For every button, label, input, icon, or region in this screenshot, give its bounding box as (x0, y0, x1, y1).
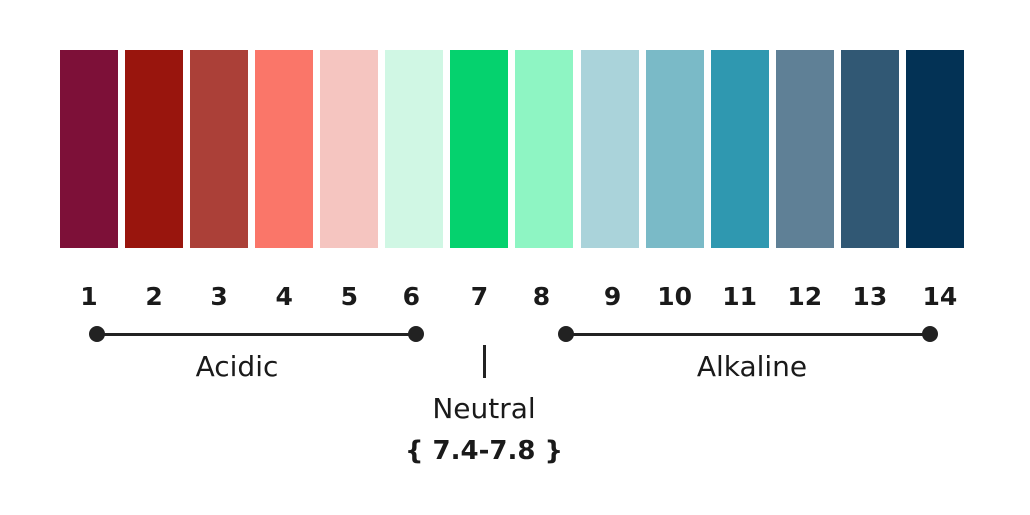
ph-number-1: 1 (80, 282, 98, 311)
ph-bar-12 (775, 50, 834, 248)
ph-bar-5 (320, 50, 379, 248)
ph-bar-8 (515, 50, 574, 248)
acidic-start-dot (89, 326, 105, 342)
ph-number-3: 3 (210, 282, 228, 311)
ph-number-13: 13 (852, 282, 888, 311)
ph-bar-3 (190, 50, 249, 248)
ph-number-10: 10 (657, 282, 693, 311)
acidic-label: Acidic (195, 350, 279, 383)
alkaline-end-dot (922, 326, 938, 342)
ph-bar-11 (710, 50, 769, 248)
alkaline-label: Alkaline (696, 350, 808, 383)
acidic-end-dot (408, 326, 424, 342)
neutral-tick (483, 345, 486, 378)
ph-number-5: 5 (340, 282, 358, 311)
ph-number-14: 14 (922, 282, 958, 311)
ph-bar-2 (125, 50, 184, 248)
ph-bar-7 (450, 50, 509, 248)
neutral-label: Neutral (432, 392, 536, 425)
ph-number-2: 2 (145, 282, 163, 311)
alkaline-range-line (566, 333, 930, 336)
ph-bar-14 (905, 50, 964, 248)
ph-number-7: 7 (470, 282, 489, 311)
ph-number-4: 4 (275, 282, 293, 311)
ph-number-12: 12 (787, 282, 823, 311)
alkaline-start-dot (558, 326, 574, 342)
ph-bar-9 (580, 50, 639, 248)
ph-bar-4 (255, 50, 314, 248)
acidic-range-line (97, 333, 416, 336)
ph-number-11: 11 (722, 282, 758, 311)
ph-number-9: 9 (603, 282, 622, 311)
ph-bar-10 (645, 50, 704, 248)
ph-bar-1 (60, 50, 118, 248)
ph-bar-6 (385, 50, 444, 248)
neutral-range-label: { 7.4-7.8 } (404, 436, 564, 466)
ph-number-8: 8 (532, 282, 551, 311)
ph-number-6: 6 (402, 282, 421, 311)
ph-bar-13 (840, 50, 899, 248)
